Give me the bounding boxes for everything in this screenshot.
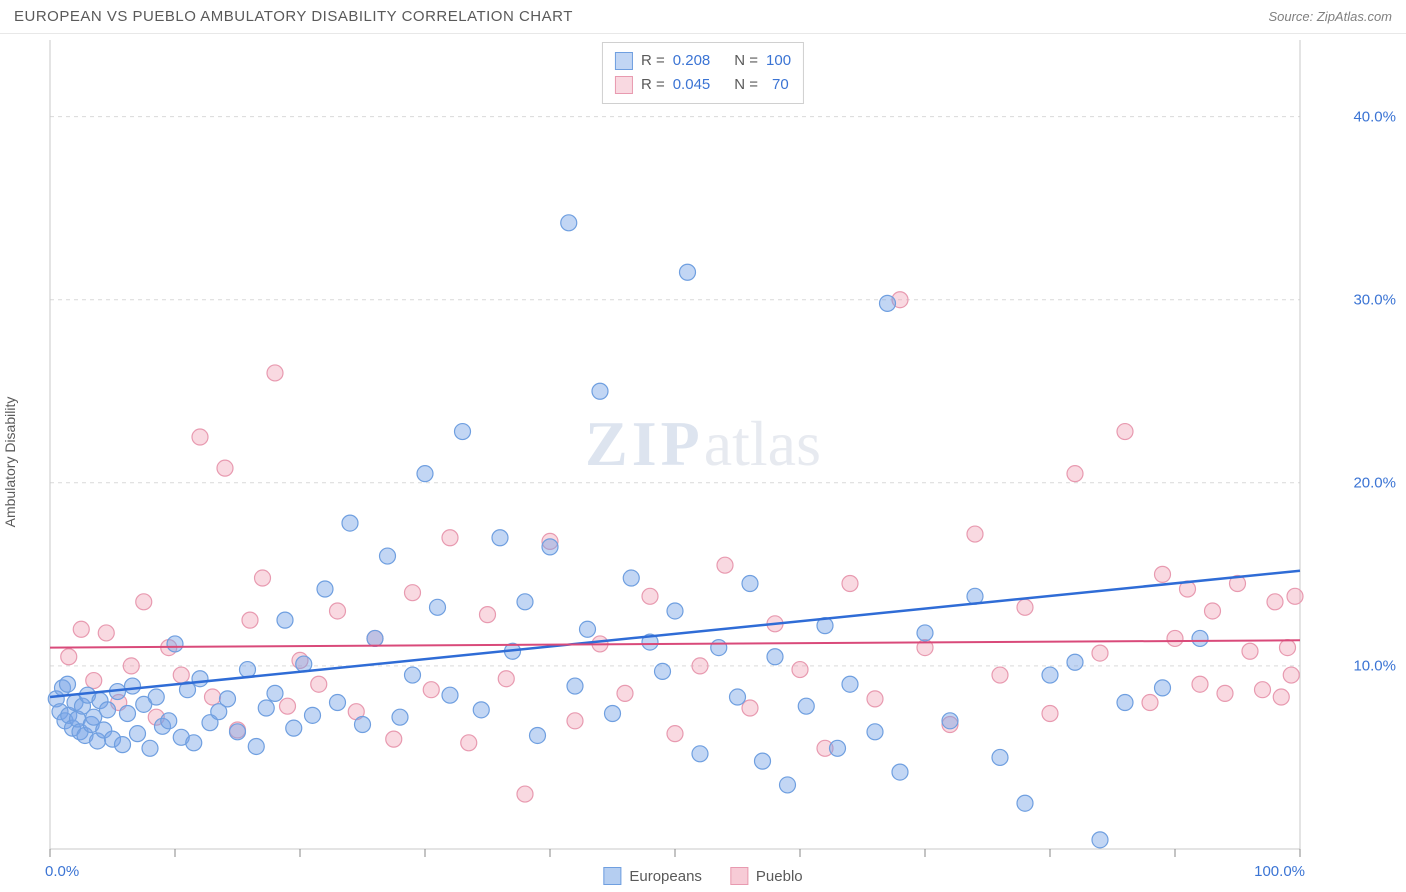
chart-title: EUROPEAN VS PUEBLO AMBULATORY DISABILITY…: [14, 8, 573, 25]
y-axis-label: Ambulatory Disability: [2, 396, 18, 527]
correlation-legend: R = 0.208 N = 100 R = 0.045 N = 70: [602, 42, 804, 104]
series-legend: Europeans Pueblo: [603, 867, 802, 885]
r-value-0: 0.208: [673, 49, 711, 73]
x-axis-max: 100.0%: [1254, 863, 1305, 880]
n-label-1: N =: [734, 73, 758, 97]
n-value-1: 70: [766, 73, 789, 97]
chart-area: Ambulatory Disability ZIPatlas R = 0.208…: [0, 34, 1406, 889]
y-tick-label: 20.0%: [1353, 474, 1396, 491]
swatch-pueblo-bottom: [730, 867, 748, 885]
r-label-0: R =: [641, 49, 665, 73]
y-tick-label: 10.0%: [1353, 657, 1396, 674]
legend-row-pueblo: R = 0.045 N = 70: [615, 73, 791, 97]
scatter-plot: [0, 34, 1406, 889]
legend-label-europeans: Europeans: [629, 868, 702, 885]
swatch-europeans-bottom: [603, 867, 621, 885]
n-label-0: N =: [734, 49, 758, 73]
n-value-0: 100: [766, 49, 791, 73]
r-value-1: 0.045: [673, 73, 711, 97]
y-tick-label: 40.0%: [1353, 108, 1396, 125]
chart-header: EUROPEAN VS PUEBLO AMBULATORY DISABILITY…: [0, 0, 1406, 34]
legend-item-europeans: Europeans: [603, 867, 702, 885]
y-tick-label: 30.0%: [1353, 291, 1396, 308]
x-axis-min: 0.0%: [45, 863, 79, 880]
legend-item-pueblo: Pueblo: [730, 867, 803, 885]
swatch-pueblo: [615, 76, 633, 94]
swatch-europeans: [615, 52, 633, 70]
chart-source: Source: ZipAtlas.com: [1268, 9, 1392, 24]
r-label-1: R =: [641, 73, 665, 97]
legend-label-pueblo: Pueblo: [756, 868, 803, 885]
legend-row-europeans: R = 0.208 N = 100: [615, 49, 791, 73]
